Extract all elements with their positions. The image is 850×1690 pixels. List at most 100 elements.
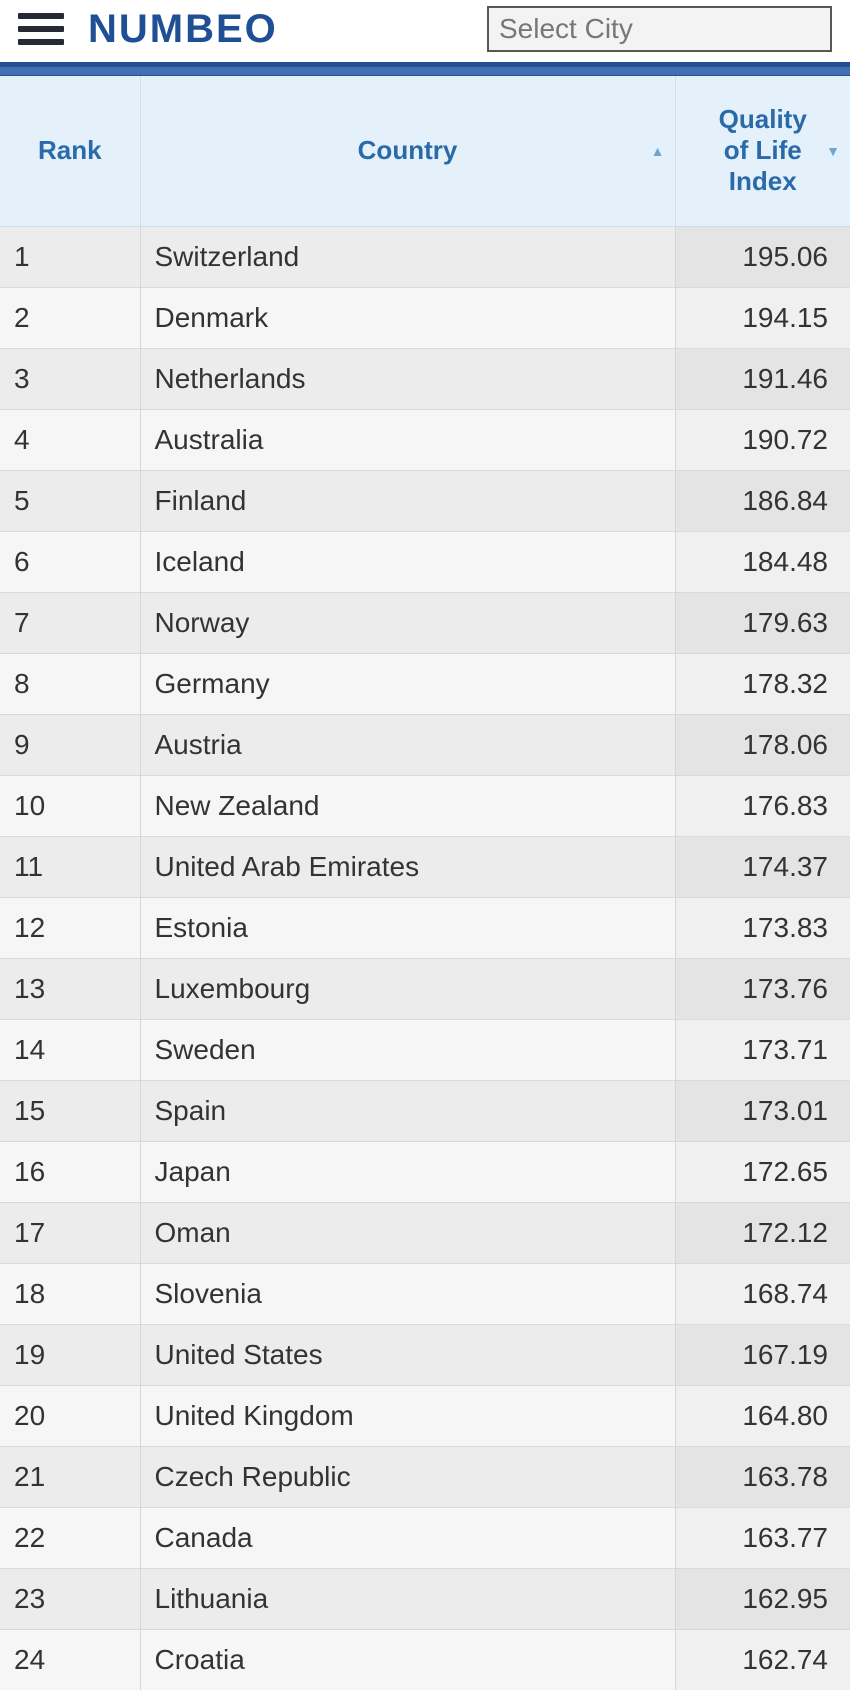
brand-logo[interactable]: NUMBEO (88, 7, 278, 52)
table-row[interactable]: 13Luxembourg173.76 (0, 958, 850, 1019)
cell-rank: 13 (0, 958, 140, 1019)
table-row[interactable]: 8Germany178.32 (0, 653, 850, 714)
column-header-quality-index[interactable]: Quality of Life Index ▼ (675, 76, 850, 226)
cell-rank: 8 (0, 653, 140, 714)
cell-rank: 12 (0, 897, 140, 958)
table-row[interactable]: 14Sweden173.71 (0, 1019, 850, 1080)
table-row[interactable]: 11United Arab Emirates174.37 (0, 836, 850, 897)
header-stripe (0, 66, 850, 76)
cell-index: 178.06 (675, 714, 850, 775)
cell-rank: 14 (0, 1019, 140, 1080)
column-label: Index (684, 166, 843, 197)
cell-country: Sweden (140, 1019, 675, 1080)
cell-country: Germany (140, 653, 675, 714)
cell-rank: 7 (0, 592, 140, 653)
table-row[interactable]: 5Finland186.84 (0, 470, 850, 531)
cell-index: 163.78 (675, 1446, 850, 1507)
cell-country: Slovenia (140, 1263, 675, 1324)
cell-country: Norway (140, 592, 675, 653)
table-row[interactable]: 4Australia190.72 (0, 409, 850, 470)
table-row[interactable]: 22Canada163.77 (0, 1507, 850, 1568)
cell-rank: 21 (0, 1446, 140, 1507)
cell-index: 164.80 (675, 1385, 850, 1446)
table-row[interactable]: 24Croatia162.74 (0, 1629, 850, 1690)
cell-country: Finland (140, 470, 675, 531)
cell-index: 184.48 (675, 531, 850, 592)
cell-index: 195.06 (675, 226, 850, 287)
cell-rank: 1 (0, 226, 140, 287)
cell-rank: 2 (0, 287, 140, 348)
cell-index: 163.77 (675, 1507, 850, 1568)
table-row[interactable]: 16Japan172.65 (0, 1141, 850, 1202)
cell-index: 186.84 (675, 470, 850, 531)
cell-country: Denmark (140, 287, 675, 348)
cell-country: United Kingdom (140, 1385, 675, 1446)
table-row[interactable]: 17Oman172.12 (0, 1202, 850, 1263)
cell-index: 172.12 (675, 1202, 850, 1263)
column-label: Quality (684, 104, 843, 135)
cell-rank: 22 (0, 1507, 140, 1568)
sort-asc-icon: ▲ (651, 143, 665, 159)
cell-country: Austria (140, 714, 675, 775)
cell-index: 194.15 (675, 287, 850, 348)
cell-index: 191.46 (675, 348, 850, 409)
table-row[interactable]: 20United Kingdom164.80 (0, 1385, 850, 1446)
hamburger-menu-icon[interactable] (18, 11, 64, 47)
cell-country: Canada (140, 1507, 675, 1568)
cell-rank: 6 (0, 531, 140, 592)
cell-index: 172.65 (675, 1141, 850, 1202)
column-header-country[interactable]: Country ▲ (140, 76, 675, 226)
cell-country: United States (140, 1324, 675, 1385)
cell-index: 162.95 (675, 1568, 850, 1629)
cell-country: Switzerland (140, 226, 675, 287)
cell-index: 179.63 (675, 592, 850, 653)
city-search-input[interactable] (487, 6, 832, 52)
cell-country: Croatia (140, 1629, 675, 1690)
table-row[interactable]: 21Czech Republic163.78 (0, 1446, 850, 1507)
column-header-rank[interactable]: Rank (0, 76, 140, 226)
table-row[interactable]: 7Norway179.63 (0, 592, 850, 653)
table-row[interactable]: 6Iceland184.48 (0, 531, 850, 592)
table-row[interactable]: 18Slovenia168.74 (0, 1263, 850, 1324)
table-row[interactable]: 3Netherlands191.46 (0, 348, 850, 409)
cell-index: 173.01 (675, 1080, 850, 1141)
column-label: Rank (38, 135, 102, 165)
cell-index: 167.19 (675, 1324, 850, 1385)
cell-country: Australia (140, 409, 675, 470)
cell-index: 168.74 (675, 1263, 850, 1324)
table-row[interactable]: 23Lithuania162.95 (0, 1568, 850, 1629)
top-bar: NUMBEO (0, 0, 850, 62)
cell-rank: 4 (0, 409, 140, 470)
table-row[interactable]: 1Switzerland195.06 (0, 226, 850, 287)
cell-rank: 5 (0, 470, 140, 531)
sort-desc-icon: ▼ (826, 143, 840, 159)
column-label: Country (358, 135, 458, 165)
table-row[interactable]: 15Spain173.01 (0, 1080, 850, 1141)
table-row[interactable]: 2Denmark194.15 (0, 287, 850, 348)
cell-rank: 3 (0, 348, 140, 409)
cell-rank: 19 (0, 1324, 140, 1385)
cell-country: Oman (140, 1202, 675, 1263)
cell-index: 174.37 (675, 836, 850, 897)
table-row[interactable]: 9Austria178.06 (0, 714, 850, 775)
cell-rank: 11 (0, 836, 140, 897)
cell-country: New Zealand (140, 775, 675, 836)
cell-index: 173.71 (675, 1019, 850, 1080)
cell-rank: 23 (0, 1568, 140, 1629)
table-row[interactable]: 10New Zealand176.83 (0, 775, 850, 836)
table-row[interactable]: 12Estonia173.83 (0, 897, 850, 958)
cell-country: Luxembourg (140, 958, 675, 1019)
cell-index: 162.74 (675, 1629, 850, 1690)
cell-rank: 16 (0, 1141, 140, 1202)
cell-country: Estonia (140, 897, 675, 958)
cell-rank: 10 (0, 775, 140, 836)
cell-index: 190.72 (675, 409, 850, 470)
cell-country: Spain (140, 1080, 675, 1141)
cell-index: 173.83 (675, 897, 850, 958)
cell-rank: 18 (0, 1263, 140, 1324)
cell-country: Japan (140, 1141, 675, 1202)
cell-rank: 20 (0, 1385, 140, 1446)
cell-country: Iceland (140, 531, 675, 592)
cell-index: 173.76 (675, 958, 850, 1019)
table-row[interactable]: 19United States167.19 (0, 1324, 850, 1385)
